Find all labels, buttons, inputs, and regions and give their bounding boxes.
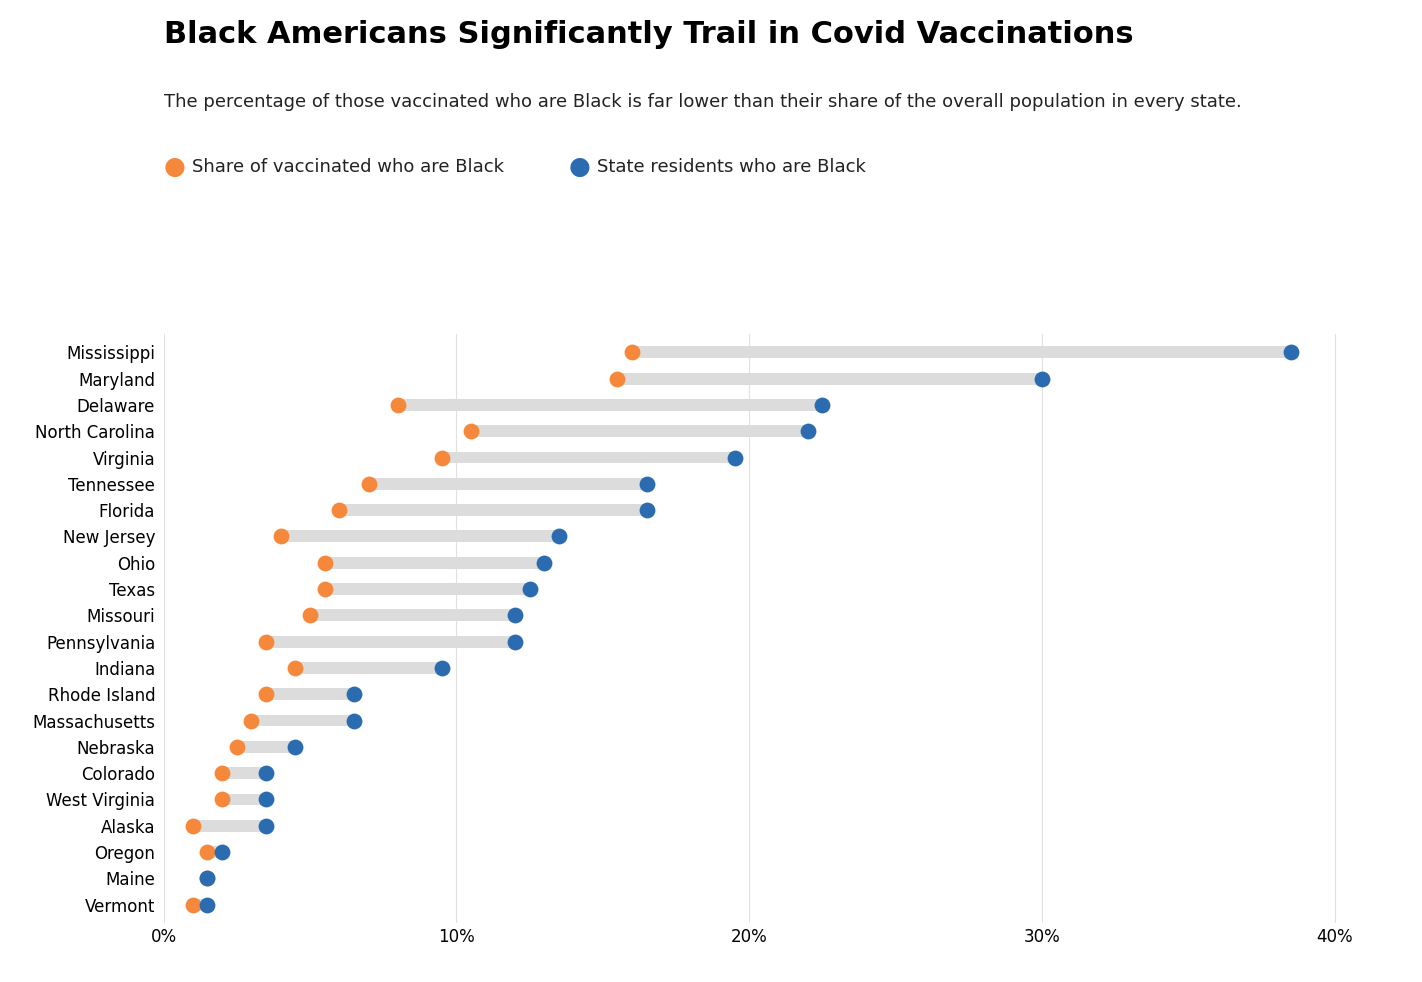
Text: ●: ●	[569, 155, 590, 179]
Point	[196, 870, 219, 886]
Bar	[310, 610, 515, 622]
Point	[357, 476, 380, 492]
Bar	[617, 373, 1042, 385]
Bar	[222, 793, 266, 805]
Point	[503, 608, 526, 624]
Point	[343, 686, 365, 702]
Point	[313, 555, 336, 571]
Point	[636, 502, 658, 518]
Bar	[324, 557, 545, 569]
Point	[387, 397, 410, 412]
Bar	[633, 347, 1291, 358]
Point	[196, 897, 219, 912]
Point	[636, 476, 658, 492]
Point	[547, 528, 570, 544]
Point	[328, 502, 351, 518]
Point	[196, 845, 219, 860]
Bar	[193, 899, 208, 910]
Point	[240, 713, 263, 729]
Point	[343, 713, 365, 729]
Bar	[266, 688, 354, 700]
Point	[255, 791, 277, 807]
Point	[299, 608, 321, 624]
Bar	[280, 530, 559, 542]
Point	[182, 818, 205, 834]
Point	[284, 739, 307, 755]
Point	[269, 528, 292, 544]
Bar	[398, 399, 822, 410]
Bar	[442, 452, 735, 464]
Point	[225, 739, 247, 755]
Point	[621, 345, 644, 360]
Bar	[252, 715, 354, 727]
Point	[533, 555, 556, 571]
Bar	[193, 820, 266, 832]
Point	[182, 897, 205, 912]
Bar	[340, 504, 647, 516]
Bar	[296, 662, 442, 674]
Point	[255, 765, 277, 781]
Point	[1031, 371, 1054, 387]
Text: The percentage of those vaccinated who are Black is far lower than their share o: The percentage of those vaccinated who a…	[164, 93, 1241, 111]
Point	[255, 633, 277, 649]
Text: Black Americans Significantly Trail in Covid Vaccinations: Black Americans Significantly Trail in C…	[164, 20, 1133, 49]
Bar	[266, 635, 515, 647]
Point	[811, 397, 833, 412]
Point	[459, 423, 482, 439]
Point	[255, 686, 277, 702]
Bar	[324, 583, 529, 595]
Bar	[236, 741, 296, 753]
Bar	[222, 767, 266, 779]
Point	[431, 450, 454, 465]
Point	[518, 581, 540, 597]
Point	[606, 371, 629, 387]
Point	[503, 633, 526, 649]
Point	[284, 660, 307, 676]
Point	[255, 818, 277, 834]
Point	[210, 845, 233, 860]
Point	[313, 581, 336, 597]
Point	[724, 450, 747, 465]
Text: Share of vaccinated who are Black: Share of vaccinated who are Black	[192, 158, 503, 176]
Bar	[208, 846, 222, 858]
Point	[796, 423, 819, 439]
Text: ●: ●	[164, 155, 185, 179]
Bar	[471, 425, 808, 437]
Text: State residents who are Black: State residents who are Black	[597, 158, 866, 176]
Point	[196, 870, 219, 886]
Point	[1280, 345, 1303, 360]
Point	[210, 791, 233, 807]
Point	[431, 660, 454, 676]
Bar	[368, 478, 647, 490]
Point	[210, 765, 233, 781]
